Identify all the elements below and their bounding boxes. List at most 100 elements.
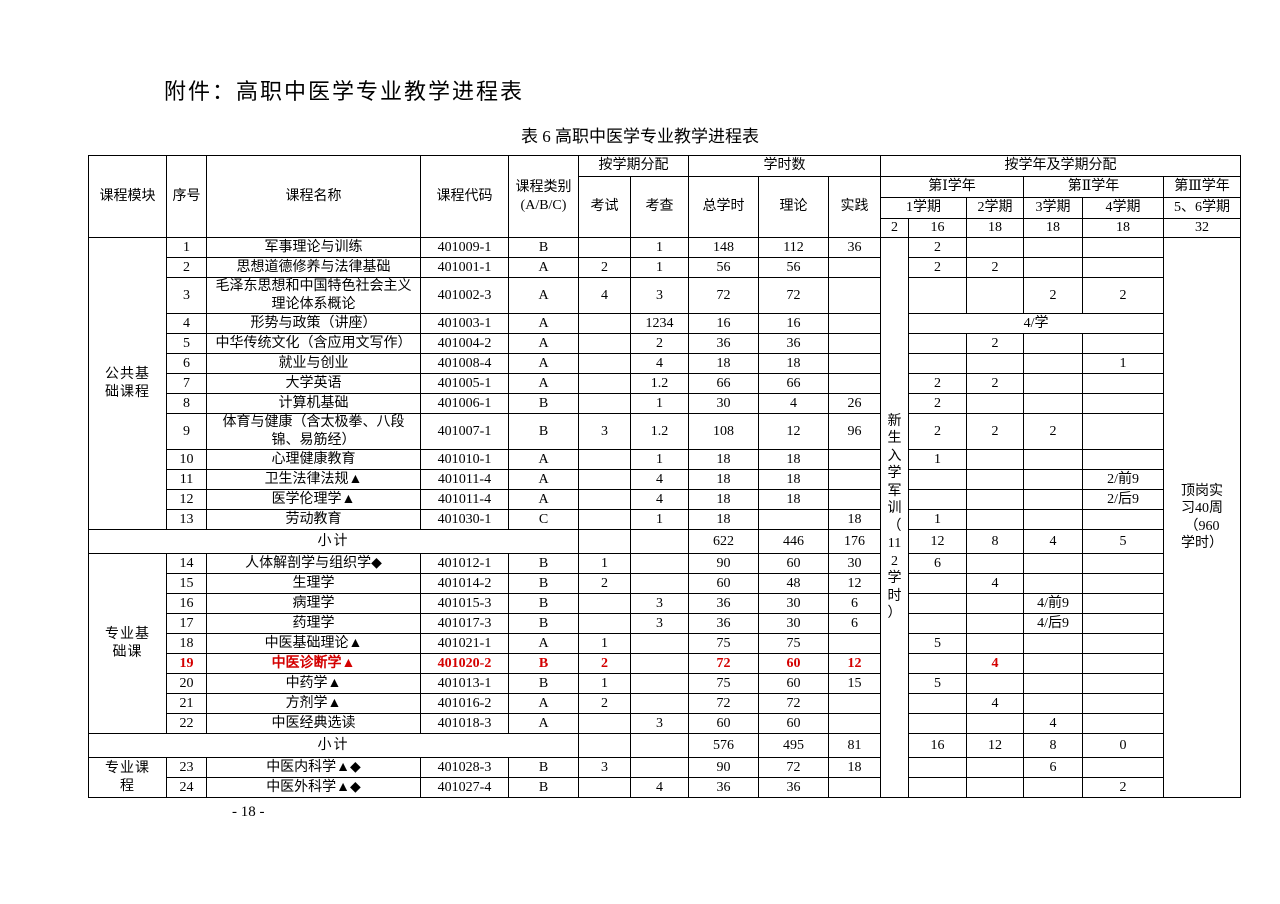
header-row: 考试 考查 总学时 理论 实践 第Ⅰ学年 第Ⅱ学年 第Ⅲ学年 (89, 176, 1242, 238)
cell (827, 373, 882, 394)
cell (758, 509, 829, 530)
cell: 21 (166, 693, 207, 714)
cell: 495 (758, 733, 829, 758)
cell (827, 333, 882, 354)
cell: 2 (578, 693, 631, 714)
cell: 18 (827, 509, 882, 530)
cell: 4 (578, 277, 631, 314)
cell (908, 353, 968, 374)
cell: 2 (578, 573, 631, 594)
cell: 36 (688, 333, 759, 354)
cell (1023, 693, 1084, 714)
cell: 4 (630, 777, 689, 798)
cell (578, 489, 631, 510)
cell: 401014-2 (420, 573, 509, 594)
header-row-weeks: 2 16 18 18 18 32 (89, 218, 1242, 238)
cell (1082, 333, 1165, 354)
module-cell: 专业基 础课 (88, 553, 167, 734)
cell: B (508, 553, 579, 574)
cell: 401027-4 (420, 777, 509, 798)
cell: 576 (688, 733, 759, 758)
cell: 60 (758, 653, 829, 674)
cell (1023, 469, 1084, 490)
course-row: 3 毛泽东思想和中国特色社会主义理论体系概论 401002-3 A 4 3 72 72 2 2 (89, 277, 1241, 314)
cell (966, 353, 1025, 374)
course-row: 2 思想道德修养与法律基础 401001-1 A 2 1 56 56 2 2 (89, 257, 1241, 278)
cell: 4 (966, 693, 1025, 714)
course-row: 21 方剂学▲ 401016-2 A 2 72 72 4 (89, 693, 1241, 714)
cell: 401005-1 (420, 373, 509, 394)
course-row: 24 中医外科学▲◆ 401027-4 B 4 36 36 2 (89, 777, 1241, 798)
cell: A (508, 489, 579, 510)
cell: B (508, 673, 579, 694)
course-name-cell: 毛泽东思想和中国特色社会主义理论体系概论 (206, 277, 421, 314)
cell (578, 449, 631, 470)
cell (1023, 633, 1084, 654)
cell: 2/前9 (1082, 469, 1165, 490)
cell (966, 593, 1025, 614)
course-row: 8 计算机基础 401006-1 B 1 30 4 26 2 (89, 393, 1241, 414)
cell: 72 (758, 693, 829, 714)
cell: 176 (827, 529, 882, 554)
course-row: 6 就业与创业 401008-4 A 4 18 18 1 (89, 353, 1241, 374)
cell: 考试 (578, 176, 631, 238)
course-row: 9 体育与健康（含太极拳、八段锦、易筋经） 401007-1 B 3 1.2 108 12 96… (89, 413, 1241, 450)
cell (908, 489, 968, 510)
module-cell: 专业课 程 (88, 757, 167, 798)
cell: 18 (1082, 218, 1165, 238)
cell: 72 (688, 277, 759, 314)
cell (1082, 553, 1165, 574)
cell (630, 653, 689, 674)
cell: 148 (688, 237, 759, 258)
cell: 9 (166, 413, 207, 450)
cell: 2 (908, 393, 968, 414)
course-name-cell: 中医基础理论▲ (206, 633, 421, 654)
cell: 1 (1082, 353, 1165, 374)
cell: 15 (166, 573, 207, 594)
cell: 1 (630, 393, 689, 414)
cell: 3 (630, 593, 689, 614)
cell: 实践 (827, 176, 882, 238)
cell (966, 469, 1025, 490)
cell: 5 (908, 673, 968, 694)
cell: 4 (758, 393, 829, 414)
course-row: 12 医学伦理学▲ 401011-4 A 4 18 18 2/后9 (89, 489, 1241, 510)
cell: 课程名称 (206, 155, 421, 238)
cell: 4/学 (908, 313, 1165, 334)
course-name-cell: 军事理论与训练 (206, 237, 421, 258)
cell (966, 393, 1025, 414)
cell: 72 (688, 653, 759, 674)
course-row: 5 中华传统文化（含应用文写作） 401004-2 A 2 36 36 2 (89, 333, 1241, 354)
cell: 2 (908, 373, 968, 394)
cell: 18 (166, 633, 207, 654)
course-row: 16 病理学 401015-3 B 3 36 30 6 4/前9 (89, 593, 1241, 614)
cell: 2 (578, 653, 631, 674)
course-row: 11 卫生法律法规▲ 401011-4 A 4 18 18 2/前9 (89, 469, 1241, 490)
cell: 75 (688, 673, 759, 694)
cell (578, 777, 631, 798)
cell: 学时数 (687, 155, 882, 177)
cell: 5 (908, 633, 968, 654)
cell: 4 (966, 573, 1025, 594)
cell: 72 (688, 693, 759, 714)
cell: 66 (758, 373, 829, 394)
cell: 2/后9 (1082, 489, 1165, 510)
course-row: 10 心理健康教育 401010-1 A 1 18 18 1 (89, 449, 1241, 470)
cell (1023, 353, 1084, 374)
cell: 401030-1 (420, 509, 509, 530)
cell: 理论 (758, 176, 829, 238)
cell (1023, 573, 1084, 594)
cell: 6 (827, 593, 882, 614)
course-name-cell: 中医经典选读 (206, 713, 421, 734)
cell: 90 (688, 757, 759, 778)
cell: 60 (688, 573, 759, 594)
cell: 18 (688, 469, 759, 490)
cell: 5、6学期 (1163, 197, 1242, 219)
attachment-title: 附件：高职中医学专业教学进程表 (164, 79, 525, 104)
cell (1023, 393, 1084, 414)
course-name-cell: 医学伦理学▲ (206, 489, 421, 510)
course-name-cell: 中华传统文化（含应用文写作） (206, 333, 421, 354)
cell (908, 593, 968, 614)
cell (966, 713, 1025, 734)
course-name-cell: 中医内科学▲◆ (206, 757, 421, 778)
